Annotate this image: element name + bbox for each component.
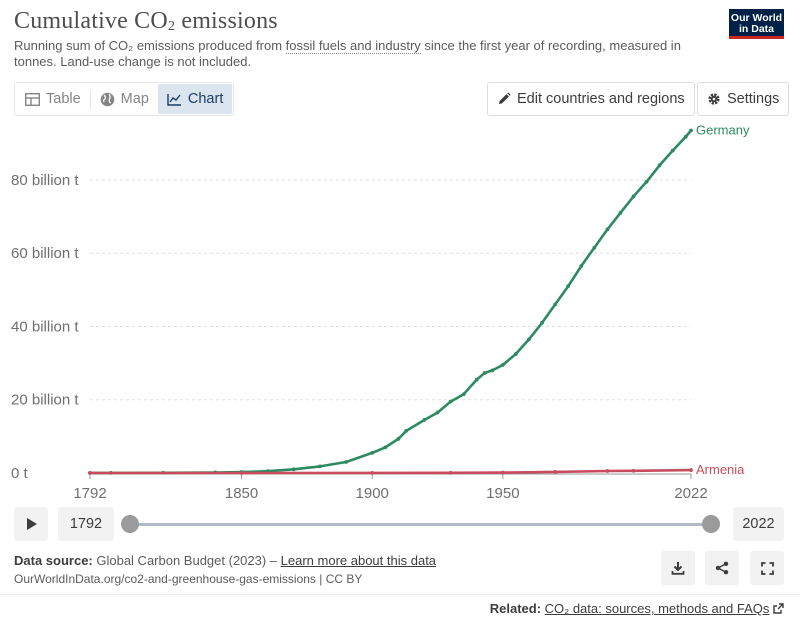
line-chart-icon — [167, 93, 181, 106]
edit-countries-button[interactable]: Edit countries and regions — [487, 82, 695, 116]
data-point-armenia — [239, 471, 244, 475]
data-point-germany — [474, 377, 479, 382]
view-tabs: Table Map Chart — [14, 82, 235, 116]
data-point-germany — [500, 363, 505, 367]
settings-button[interactable]: Settings — [697, 82, 790, 116]
data-point-germany — [527, 337, 531, 342]
learn-more-link[interactable]: Learn more about this data — [280, 553, 437, 568]
data-point-armenia — [500, 470, 505, 475]
fullscreen-button[interactable] — [750, 551, 784, 585]
footer-divider — [0, 594, 800, 595]
data-point-germany — [422, 417, 427, 422]
data-point-germany — [553, 302, 558, 307]
share-icon — [715, 561, 729, 575]
data-point-germany — [490, 368, 495, 373]
timeline-end-year[interactable]: 2022 — [733, 507, 784, 541]
x-tick-label: 1850 — [225, 485, 258, 502]
data-source: Data source: Global Carbon Budget (2023)… — [14, 553, 437, 568]
external-link-icon — [773, 603, 784, 614]
data-point-germany — [579, 264, 584, 268]
fullscreen-icon — [760, 561, 774, 575]
data-point-germany — [514, 352, 518, 356]
tab-table[interactable]: Table — [16, 84, 90, 114]
data-point-germany — [435, 410, 440, 415]
data-point-armenia — [689, 468, 693, 472]
data-point-germany — [404, 428, 409, 433]
tab-chart[interactable]: Chart — [157, 84, 233, 114]
pencil-icon — [499, 92, 511, 104]
y-tick-label: 40 billion t — [11, 318, 79, 335]
x-tick-label: 1900 — [356, 485, 389, 502]
timeline-end-handle[interactable] — [702, 515, 720, 533]
data-point-armenia — [370, 471, 375, 475]
timeline-track[interactable] — [130, 523, 711, 526]
data-point-germany — [566, 284, 571, 289]
series-line-germany[interactable] — [90, 129, 692, 475]
gear-icon — [708, 93, 720, 105]
data-point-armenia — [448, 470, 453, 475]
y-tick-label: 20 billion t — [11, 392, 79, 409]
data-point-germany — [631, 194, 636, 199]
data-point-germany — [689, 128, 693, 133]
tab-map[interactable]: Map — [91, 84, 158, 114]
chart-title: Cumulative CO2 emissions — [14, 8, 278, 34]
data-point-germany — [318, 464, 322, 469]
y-tick-label: 80 billion t — [11, 172, 79, 189]
y-tick-label: 0 t — [11, 465, 29, 482]
x-tick-label: 1950 — [486, 485, 519, 502]
data-point-armenia — [553, 470, 558, 474]
timeline-start-year[interactable]: 1792 — [58, 507, 114, 541]
data-point-germany — [618, 211, 623, 215]
data-point-germany — [657, 163, 662, 168]
data-point-germany — [370, 450, 375, 455]
data-point-germany — [644, 179, 649, 184]
series-label-armenia[interactable]: Armenia — [696, 462, 745, 477]
x-tick-label: 2022 — [674, 485, 707, 502]
data-point-germany — [482, 371, 487, 375]
download-icon — [671, 562, 685, 575]
data-point-germany — [605, 227, 610, 232]
data-point-germany — [461, 392, 466, 397]
share-button[interactable] — [705, 551, 739, 585]
data-point-germany — [291, 467, 296, 472]
data-point-germany — [344, 460, 348, 464]
data-point-germany — [396, 437, 401, 441]
x-tick-label: 1792 — [73, 485, 106, 502]
chart-subtitle: Running sum of CO₂ emissions produced fr… — [14, 38, 681, 69]
line-chart: 0 t 20 billion t 40 billion t 60 billion t 8… — [11, 122, 750, 502]
data-point-germany — [383, 445, 388, 450]
download-button[interactable] — [661, 551, 695, 585]
play-button[interactable] — [14, 507, 48, 541]
series-label-germany[interactable]: Germany — [696, 122, 750, 137]
data-point-armenia — [605, 469, 610, 473]
timeline: 1792 2022 — [14, 507, 784, 541]
data-point-germany — [670, 148, 675, 153]
data-point-germany — [540, 320, 544, 325]
source-url: OurWorldInData.org/co2-and-greenhouse-ga… — [14, 572, 363, 586]
y-tick-label: 60 billion t — [11, 245, 79, 262]
data-point-germany — [683, 134, 688, 139]
table-icon — [25, 92, 40, 106]
related-link[interactable]: CO₂ data: sources, methods and FAQs — [544, 601, 770, 616]
owid-logo[interactable]: Our World in Data — [729, 9, 784, 39]
data-point-armenia — [88, 471, 92, 475]
related-link-row: Related: CO₂ data: sources, methods and … — [490, 601, 784, 616]
timeline-start-handle[interactable] — [121, 515, 139, 533]
fossil-fuels-link[interactable]: fossil fuels and industry — [285, 38, 421, 54]
data-point-armenia — [631, 468, 636, 473]
globe-icon — [100, 92, 114, 106]
data-point-germany — [592, 245, 597, 250]
data-point-germany — [448, 399, 453, 404]
